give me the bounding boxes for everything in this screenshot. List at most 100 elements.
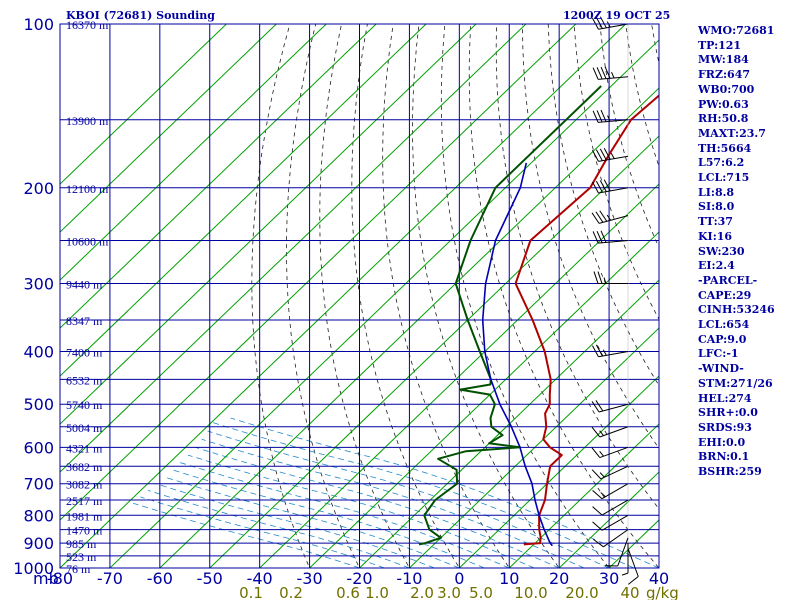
barb-staff (599, 446, 629, 459)
barb-flag (591, 345, 599, 357)
isotherm-line (109, 39, 659, 568)
barb-staff (598, 23, 629, 30)
barb-staff (598, 351, 629, 358)
barb-half-flag (600, 492, 606, 498)
barb-flag (591, 401, 600, 413)
index-row: -PARCEL- (698, 273, 758, 287)
index-row: EI:2.4 (698, 259, 735, 273)
isotherm-line (60, 24, 228, 185)
barb-flag (591, 212, 600, 224)
barb-half-flag (606, 214, 612, 221)
wind-barb (591, 147, 629, 162)
index-row: CAPE:29 (698, 288, 752, 302)
isotherm-line (60, 24, 577, 521)
barb-staff (601, 514, 629, 531)
barb-staff (598, 76, 629, 80)
barb-staff (601, 483, 629, 500)
index-row: MW:184 (698, 53, 749, 67)
wind-barb (593, 271, 628, 285)
sounding-time: 1200Z 19 OCT 25 (563, 9, 671, 22)
barb-staff (598, 403, 629, 413)
barb-half-flag (602, 349, 607, 356)
barb-staff (598, 215, 629, 224)
isotherm-line (60, 24, 327, 281)
height-label: 7400 m (66, 346, 103, 360)
height-label: 4321 m (66, 441, 103, 455)
mixing-ratio-label: 20.0 (565, 584, 598, 600)
pressure-unit-label: mb (33, 569, 59, 588)
index-row: STM:271/26 (698, 376, 773, 390)
temperature-label: 10 (499, 569, 519, 588)
barb-flag (599, 180, 607, 192)
mixing-ratio-label: 3.0 (437, 584, 461, 600)
pressure-label: 600 (23, 438, 54, 457)
dry-adiabat (468, 24, 659, 568)
barb-staff (599, 426, 629, 438)
isotherm-line (60, 24, 377, 329)
height-label: 523 m (66, 550, 97, 564)
height-label: 2517 m (66, 494, 103, 508)
temperature-label: -30 (297, 569, 323, 588)
moist-adiabat (187, 454, 535, 568)
temperature-tick-labels: -80 -70 -60 -50 -40 -30 -20 -10 0 10 20 30 40 (47, 569, 669, 588)
barb-flag (628, 576, 639, 585)
wind-barb (591, 446, 629, 459)
barb-flag (595, 211, 604, 223)
height-label: 10600 m (66, 234, 109, 248)
index-row: LCL:654 (698, 318, 750, 332)
mixing-ratio-label: 0.1 (239, 584, 263, 600)
isotherm-line (60, 24, 477, 425)
mixing-ratio-label: 0.2 (279, 584, 303, 600)
barb-flag (603, 147, 611, 160)
barb-half-flag (611, 71, 615, 79)
index-row: L57:6.2 (698, 156, 745, 170)
pressure-label: 700 (23, 475, 54, 494)
mixing-ratio-labels: 0.1 0.2 0.6 1.0 2.0 3.0 5.0 10.0 20.0 40 g/kg (239, 584, 679, 600)
barb-flag (604, 66, 611, 79)
index-row: TH:5664 (698, 141, 752, 155)
barb-flag (595, 149, 603, 161)
wind-barb (605, 537, 629, 567)
barb-staff (598, 155, 629, 162)
moist-adiabat (212, 422, 635, 568)
height-labels: 16370 m 13900 m 12100 m 10600 m 9440 m 8347 m… (66, 18, 109, 576)
station-title: KBOI (72681) Sounding (66, 9, 215, 22)
temperature-label: -60 (147, 569, 173, 588)
barb-flag (599, 16, 607, 29)
barb-staff (617, 537, 629, 567)
index-row: KI:16 (698, 229, 733, 243)
temperature-label: -20 (346, 569, 372, 588)
pressure-label: 100 (23, 15, 54, 34)
barb-flag (597, 271, 603, 284)
barb-flag (592, 110, 599, 123)
wind-barb (591, 179, 629, 194)
temperature-label: 40 (649, 569, 669, 588)
pressure-tick-labels: 100 200 300 400 500 600 700 800 900 1000 (13, 15, 54, 578)
height-label: 12100 m (66, 182, 109, 196)
barb-flag (592, 489, 603, 500)
barb-flag (595, 400, 604, 412)
index-row: -WIND- (698, 362, 744, 376)
index-row: LI:8.8 (698, 185, 735, 199)
index-panel: WMO:72681 TP:121 MW:184 FRZ:647 WB0:700 PW:0.… (698, 24, 798, 480)
isotherm-line (308, 231, 659, 568)
wind-barb (591, 426, 629, 438)
moist-adiabat (230, 417, 659, 568)
barb-half-flag (621, 572, 629, 576)
isotherm-line (60, 24, 427, 377)
pressure-label: 200 (23, 179, 54, 198)
barb-flag (592, 521, 603, 531)
wind-barb (591, 465, 629, 480)
barb-staff (603, 529, 629, 548)
moist-adiabat (163, 476, 460, 568)
height-label: 1981 m (66, 509, 103, 523)
index-row: SI:8.0 (698, 200, 735, 214)
pressure-grid (60, 24, 659, 568)
height-label: 5004 m (66, 421, 103, 435)
pressure-label: 900 (23, 534, 54, 553)
isotherm-line (358, 279, 659, 568)
barb-half-flag (599, 472, 605, 478)
wind-barb (627, 548, 639, 585)
wind-barb (592, 483, 629, 500)
